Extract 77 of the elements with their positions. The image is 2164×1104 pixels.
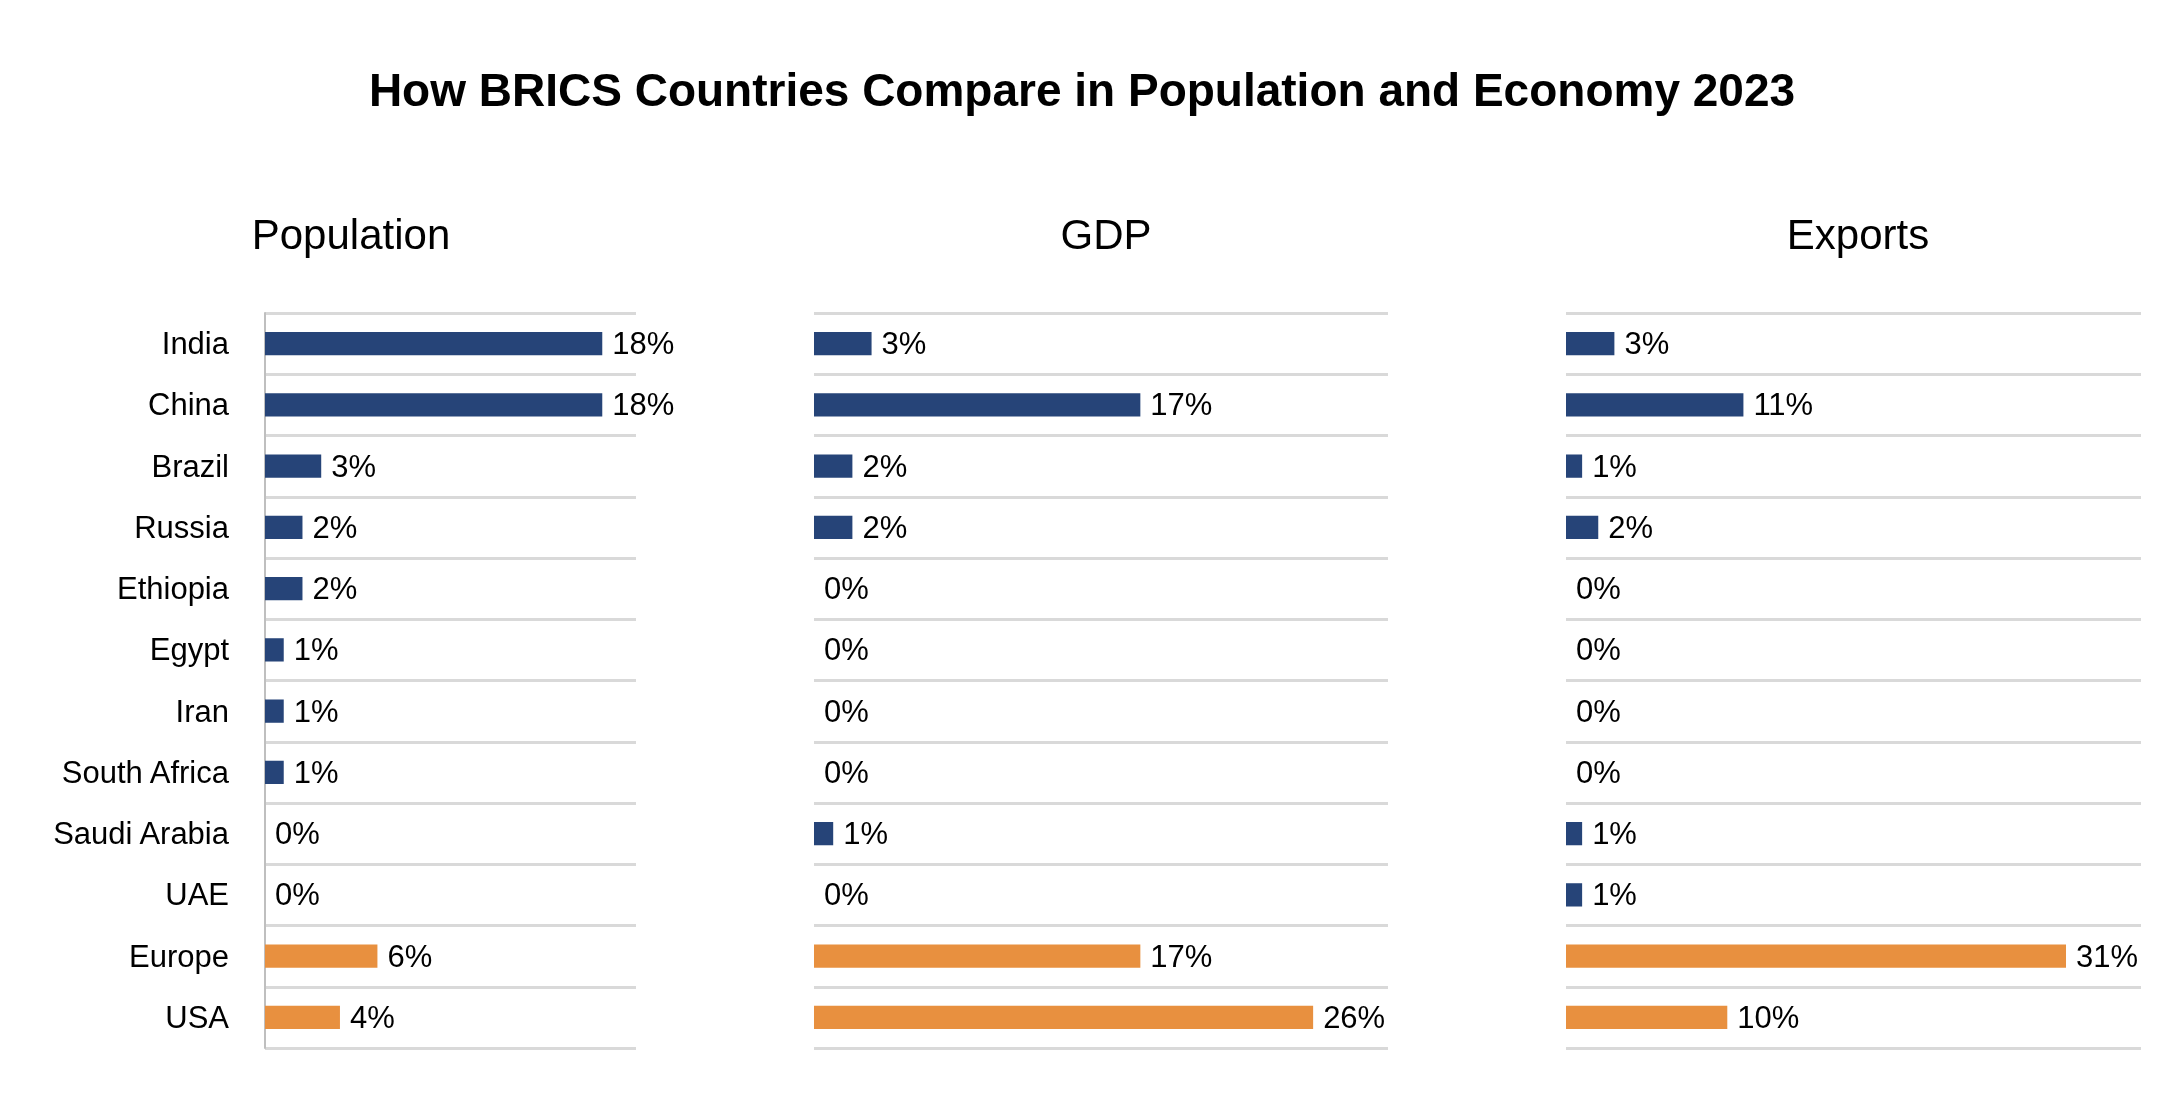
bar (1566, 454, 1583, 478)
bar (265, 760, 284, 785)
data-label: 0% (1576, 632, 1621, 668)
data-label: 1% (843, 816, 889, 852)
data-label: 18% (612, 387, 675, 423)
data-label: 4% (349, 999, 395, 1035)
data-label: 2% (862, 448, 908, 484)
data-label: 1% (1592, 877, 1637, 913)
data-label: 6% (387, 938, 433, 974)
bar (1566, 515, 1599, 540)
data-label: 2% (862, 509, 908, 545)
bar (814, 454, 853, 478)
data-label: 1% (293, 632, 339, 668)
chart-title: GDP (1060, 210, 1152, 258)
data-label: 0% (824, 632, 869, 668)
data-label: 0% (1576, 571, 1621, 607)
data-label: 1% (293, 693, 339, 729)
y-tick-label: Brazil (151, 448, 229, 484)
data-label: 0% (1576, 754, 1621, 790)
bar (265, 944, 378, 968)
y-tick-label: South Africa (61, 754, 230, 790)
bar (1566, 1005, 1728, 1030)
bar (814, 331, 872, 356)
data-label: 0% (824, 693, 869, 729)
bar (1566, 393, 1744, 417)
data-label: 3% (1624, 326, 1670, 362)
data-label: 1% (293, 754, 339, 790)
bar (265, 393, 603, 417)
data-label: 2% (312, 571, 358, 607)
bar (814, 1005, 1314, 1030)
bar (265, 331, 603, 356)
data-label: 0% (824, 754, 869, 790)
bar (265, 638, 284, 662)
y-tick-label: China (148, 387, 230, 423)
y-tick-label: Egypt (149, 632, 230, 668)
bar (1566, 331, 1615, 356)
data-label: 0% (275, 877, 320, 913)
y-tick-label: UAE (165, 877, 229, 913)
data-label: 11% (1753, 387, 1814, 423)
bar (265, 515, 303, 540)
bar (265, 1005, 340, 1030)
chart-title: Exports (1786, 210, 1930, 258)
data-label: 17% (1150, 938, 1213, 974)
data-label: 2% (312, 509, 358, 545)
y-tick-label: Russia (134, 509, 230, 545)
bar (1566, 821, 1583, 846)
data-label: 17% (1150, 387, 1213, 423)
data-label: 0% (275, 816, 320, 852)
bar (1566, 883, 1583, 907)
data-label: 0% (1576, 693, 1621, 729)
bar (814, 393, 1141, 417)
data-label: 18% (612, 326, 675, 362)
bar (265, 699, 284, 723)
y-tick-label: Saudi Arabia (53, 816, 230, 852)
bar (814, 821, 834, 846)
bar (814, 515, 853, 540)
data-label: 31% (2076, 938, 2139, 974)
data-label: 1% (1592, 816, 1637, 852)
y-tick-label: India (161, 326, 230, 362)
data-label: 0% (824, 571, 869, 607)
data-label: 3% (881, 326, 927, 362)
data-label: 1% (1592, 448, 1637, 484)
data-label: 10% (1737, 999, 1800, 1035)
data-label: 2% (1608, 509, 1654, 545)
bar (265, 454, 322, 478)
data-label: 3% (331, 448, 377, 484)
y-tick-label: Ethiopia (116, 571, 230, 607)
bar (814, 944, 1141, 968)
data-label: 0% (824, 877, 869, 913)
y-tick-label: USA (165, 999, 230, 1035)
data-label: 26% (1323, 999, 1386, 1035)
text: How BRICS Countries Compare in Population and Economy 2023 (367, 63, 1797, 117)
bar (1566, 944, 2066, 968)
y-tick-label: Europe (129, 938, 229, 974)
bar (265, 576, 303, 601)
y-tick-label: Iran (175, 693, 229, 729)
chart-title: Population (251, 210, 451, 258)
